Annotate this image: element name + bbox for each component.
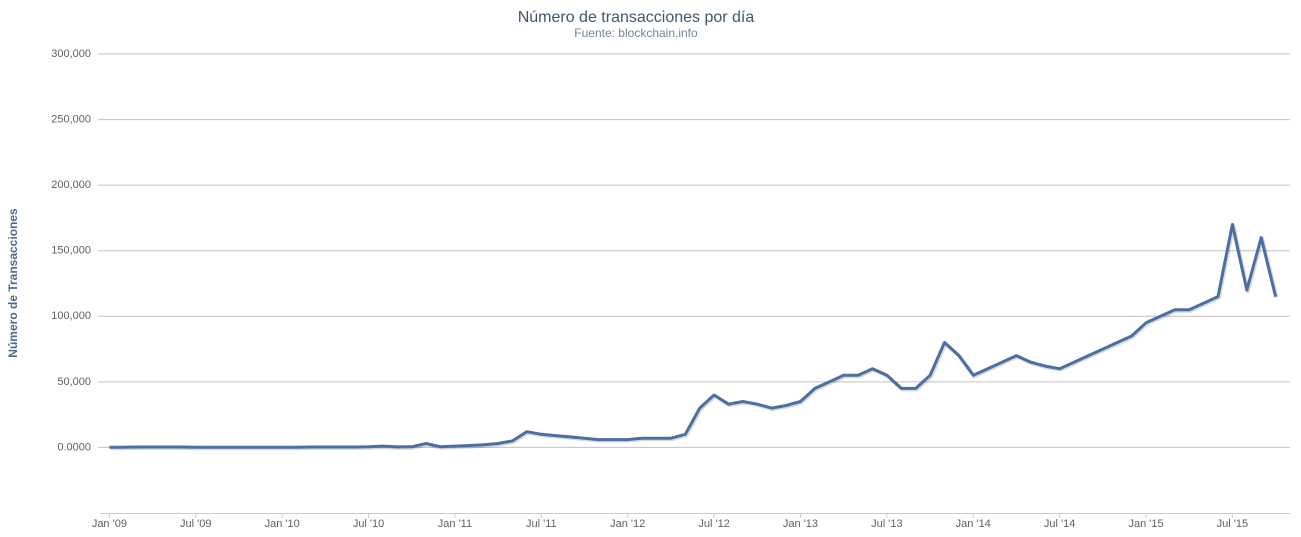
y-axis-label: Número de Transacciones xyxy=(6,208,20,358)
x-tick-label: Jul '13 xyxy=(871,518,902,530)
series-shadow xyxy=(110,223,1279,451)
x-tick-label: Jul '12 xyxy=(698,518,729,530)
chart-title: Número de transacciones por día xyxy=(518,9,755,26)
x-tick-label: Jan '11 xyxy=(438,518,472,530)
x-tick-label: Jan '14 xyxy=(956,518,991,530)
y-tick-label: 150,000 xyxy=(51,245,91,257)
x-tick-label: Jan '15 xyxy=(1128,518,1163,530)
y-tick-label: 100,000 xyxy=(51,310,91,322)
x-tick-label: Jul '09 xyxy=(180,518,211,530)
y-tick-label: 250,000 xyxy=(51,113,91,125)
chart-subtitle: Fuente: blockchain.info xyxy=(574,26,698,40)
y-tick-label: 0.0000 xyxy=(57,441,91,453)
x-tick-label: Jan '12 xyxy=(610,518,645,530)
x-tick-label: Jan '09 xyxy=(92,518,127,530)
y-tick-label: 200,000 xyxy=(51,179,91,191)
x-tick-label: Jan '10 xyxy=(265,518,300,530)
x-tick-label: Jul '10 xyxy=(353,518,384,530)
x-tick-label: Jul '15 xyxy=(1217,518,1248,530)
y-tick-label: 300,000 xyxy=(51,48,91,60)
x-tick-label: Jul '14 xyxy=(1044,518,1075,530)
series-line xyxy=(109,223,1278,449)
y-tick-label: 50,000 xyxy=(57,376,91,388)
x-tick-label: Jul '11 xyxy=(526,518,557,530)
x-tick-label: Jan '13 xyxy=(783,518,818,530)
